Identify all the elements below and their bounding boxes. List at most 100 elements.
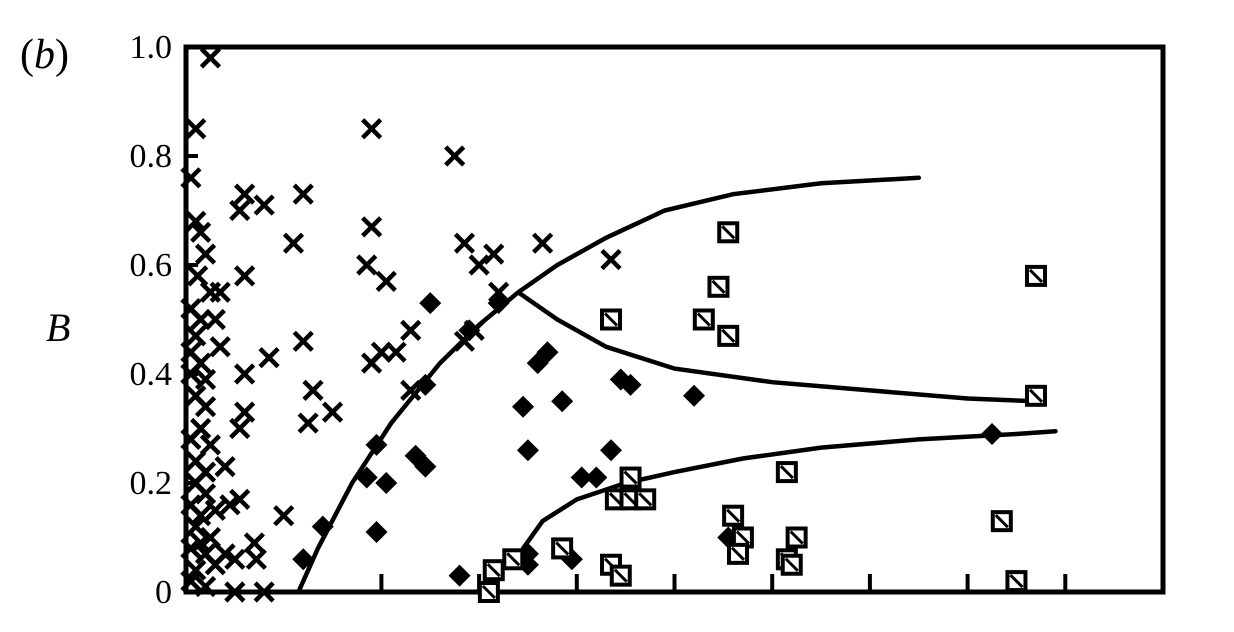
y-tick-label: 0.4 (130, 356, 173, 393)
cross-marker (234, 265, 256, 287)
cross-marker (532, 232, 554, 254)
cross-marker (199, 526, 222, 549)
cross-marker (400, 319, 422, 341)
cross-marker (190, 532, 212, 554)
cross-marker (199, 47, 222, 69)
diamond-marker (414, 373, 437, 396)
cross-marker (234, 401, 256, 423)
cross-marker (297, 412, 319, 434)
cross-marker (194, 368, 217, 391)
cross-marker (190, 221, 212, 243)
diamond-marker (419, 292, 442, 315)
diamond-marker (585, 466, 608, 489)
diamond-marker (981, 422, 1004, 445)
cross-marker (292, 330, 314, 352)
cross-marker (361, 216, 383, 238)
diamond-marker (448, 564, 471, 587)
cross-marker (483, 243, 505, 265)
square-marker (609, 564, 632, 587)
cross-marker (253, 194, 275, 216)
cross-marker (234, 183, 256, 205)
cross-marker (468, 254, 490, 276)
cross-marker (375, 270, 397, 292)
diamond-marker (311, 515, 334, 538)
cross-marker (204, 554, 226, 576)
cross-marker (180, 570, 202, 592)
y-tick-label: 0.8 (130, 138, 173, 175)
cross-marker (180, 167, 202, 189)
square-marker (717, 324, 740, 347)
square-marker (775, 461, 798, 484)
cross-marker (180, 537, 202, 559)
panel-label-letter: b (34, 32, 55, 78)
diamond-marker (619, 373, 642, 396)
square-marker (551, 537, 574, 560)
cross-marker (219, 494, 241, 516)
diamond-marker (365, 433, 388, 456)
cross-marker (180, 428, 202, 450)
diamond-marker (375, 472, 398, 494)
cross-marker (234, 363, 256, 385)
cross-marker (356, 254, 378, 276)
cross-marker (302, 379, 324, 401)
square-marker (780, 553, 803, 576)
cross-marker (209, 281, 231, 303)
diamond-marker (355, 466, 378, 489)
diamond-marker (570, 466, 593, 489)
square-marker (1024, 264, 1047, 287)
fitted-curve (520, 428, 1058, 551)
diamond-marker (414, 455, 437, 478)
cross-marker (185, 118, 207, 140)
cross-marker (194, 396, 217, 418)
cross-marker (185, 559, 207, 581)
cross-marker (185, 210, 207, 232)
cross-marker (209, 336, 231, 358)
diamond-marker (599, 439, 622, 462)
cross-marker (600, 248, 622, 271)
diamond-marker (551, 390, 574, 413)
square-marker (1024, 384, 1047, 407)
cross-marker (321, 401, 344, 423)
square-marker (731, 526, 754, 549)
square-marker (477, 581, 500, 603)
y-axis-label: B (46, 305, 71, 350)
cross-marker (292, 183, 314, 205)
y-tick-label: 1.0 (130, 29, 173, 66)
diamond-marker (458, 319, 481, 342)
cross-marker (282, 232, 305, 254)
diamond-marker (487, 292, 510, 315)
square-marker (717, 221, 740, 244)
diamond-marker (683, 384, 706, 407)
cross-marker (243, 532, 265, 554)
panel-label-close: ) (55, 32, 69, 78)
cross-marker (204, 499, 226, 521)
square-marker (707, 275, 730, 298)
cross-marker (444, 145, 466, 167)
cross-marker (453, 232, 476, 254)
square-marker (722, 504, 745, 527)
cross-marker (273, 505, 295, 527)
square-marker (502, 548, 525, 571)
square-marker (727, 542, 750, 565)
square-marker (692, 308, 715, 331)
diamond-marker (512, 395, 535, 418)
cross-marker (245, 548, 267, 570)
cross-marker (361, 118, 383, 140)
cross-marker (199, 434, 222, 456)
square-marker (599, 308, 622, 331)
square-marker (482, 559, 505, 582)
square-marker (990, 510, 1013, 533)
cross-marker (194, 575, 217, 598)
diamond-marker (536, 341, 559, 364)
diamond-marker (365, 521, 388, 544)
y-tick-label: 0.6 (130, 247, 173, 284)
cross-marker (253, 581, 275, 603)
cross-marker (224, 581, 246, 603)
cross-marker (194, 483, 217, 505)
cross-marker (229, 417, 251, 440)
cross-marker (185, 516, 207, 538)
cross-marker (190, 505, 212, 527)
y-tick-label: 0.2 (130, 465, 173, 502)
